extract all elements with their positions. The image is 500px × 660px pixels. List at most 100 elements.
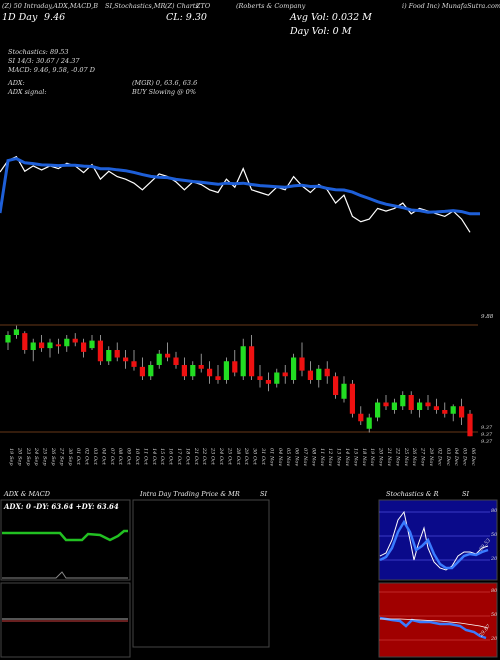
date-tick-label: 14 Nov <box>344 448 350 466</box>
candle-body <box>391 402 397 410</box>
date-tick-label: 13 Nov <box>336 448 342 466</box>
date-tick-label: 04 Oct <box>100 448 106 466</box>
candle-body <box>97 340 103 362</box>
candle-body <box>467 413 473 437</box>
candle-body <box>89 340 95 349</box>
date-tick-label: 30 Sep <box>67 448 73 466</box>
stoch-tick-80: 80 <box>491 508 498 514</box>
date-tick-label: 01 Nov <box>268 448 274 466</box>
candle-body <box>257 376 263 380</box>
moving-average-line <box>0 157 480 216</box>
candle-body <box>299 357 305 371</box>
rsi-tick-20: 20 <box>491 636 498 642</box>
date-tick-label: 30 Oct <box>252 448 258 466</box>
candle-body <box>156 353 162 365</box>
date-tick-label: 08 Oct <box>117 448 123 466</box>
date-tick-label: 29 Oct <box>243 447 249 466</box>
candle-body <box>375 402 381 418</box>
mid-panel-title: Intra Day Trading Price & MR <box>140 490 240 498</box>
date-tick-label: 12 Nov <box>327 448 333 466</box>
date-tick-label: 24 Oct <box>218 447 224 466</box>
mgr-readout: (MGR) 0, 63.6, 63.6 <box>132 79 198 87</box>
header-line3: (Z) Charts <box>165 2 199 10</box>
rsi-tick-80: 80 <box>491 588 498 594</box>
candle-body <box>425 402 431 407</box>
date-tick-label: 17 Oct <box>176 448 182 466</box>
date-tick-label: 08 Nov <box>310 448 316 466</box>
price-line <box>0 155 471 233</box>
candle-body <box>39 342 45 349</box>
date-tick-label: 09 Oct <box>126 448 132 466</box>
candle-body <box>291 357 297 380</box>
left-panel-title: ADX & MACD <box>4 490 50 498</box>
candle-body <box>131 361 137 367</box>
candle-body <box>274 372 280 384</box>
mid-panel-title2: SI <box>260 490 268 498</box>
candle-body <box>55 344 61 347</box>
candle-body <box>442 410 448 414</box>
candle-body <box>190 365 196 377</box>
date-tick-label: 10 Oct <box>134 448 140 466</box>
date-tick-label: 21 Oct <box>193 447 199 466</box>
candle-body <box>198 365 204 369</box>
rsi-line <box>379 616 487 640</box>
candle-body <box>240 346 246 377</box>
adx-signal: ADX signal: <box>8 88 47 96</box>
date-tick-label: 01 Oct <box>75 448 81 466</box>
header-line1: (Z) 50 Intraday,ADX,MACD,B <box>2 2 98 10</box>
header-line2: SI,Stochastics,MR <box>105 2 166 10</box>
candle-body <box>22 333 28 350</box>
candle-body <box>249 346 255 377</box>
date-tick-label: 22 Oct <box>201 447 207 466</box>
date-tick-label: 19 Sep <box>8 448 14 466</box>
right-panel-title2: SI <box>462 490 470 498</box>
stoch-d-line <box>379 519 489 570</box>
adx-baseline <box>2 571 128 579</box>
date-tick-label: 18 Nov <box>361 448 367 466</box>
candle-body <box>265 380 271 384</box>
stochastics-readout: Stochastics: 89.53 <box>8 48 69 56</box>
adx-panel <box>0 499 131 581</box>
stoch-k-line <box>379 510 489 571</box>
date-tick-label: 11 Nov <box>319 448 325 466</box>
rsi-value-label: 29.67 <box>478 623 493 639</box>
date-tick-label: 06 Nov <box>294 448 300 466</box>
candle-body <box>366 417 372 429</box>
date-tick-label: 26 Nov <box>411 447 417 466</box>
price-label-low3: 9.37 <box>481 439 493 445</box>
date-tick-label: 07 Nov <box>302 448 308 466</box>
rsi-ma-line <box>380 618 489 629</box>
date-tick-label: 18 Oct <box>184 448 190 466</box>
price-label-low1: 9.37 <box>481 425 493 431</box>
stoch-tick-50: 50 <box>491 532 498 538</box>
stoch-tick-20: 20 <box>491 556 498 562</box>
adx-panel-readout: ADX: 0 -DY: 63.64 +DY: 63.64 <box>4 502 119 511</box>
date-tick-label: 25 Sep <box>42 447 48 466</box>
header-line5: i) Food Inc) MunafaSutra.com <box>402 2 500 10</box>
candle-body <box>215 376 221 380</box>
candle-body <box>232 361 238 373</box>
intraday-panel <box>132 499 270 648</box>
date-tick-label: 03 Dec <box>445 448 451 466</box>
date-tick-label: 20 Nov <box>378 447 384 466</box>
date-tick-label: 14 Oct <box>151 448 157 466</box>
right-panel-title: Stochastics & R <box>386 490 439 498</box>
day-vol: Day Vol: 0 M <box>290 26 352 37</box>
date-tick-label: 24 Sep <box>33 447 39 466</box>
date-tick-label: 28 Oct <box>235 447 241 466</box>
date-tick-label: 05 Dec <box>462 448 468 466</box>
date-tick-label: 27 Nov <box>420 447 426 466</box>
date-tick-label: 11 Oct <box>142 448 148 466</box>
date-tick-label: 31 Oct <box>260 448 266 466</box>
rsi-tick-50: 50 <box>491 612 498 618</box>
candle-body <box>282 372 288 377</box>
candle-body <box>30 342 36 350</box>
price-label-low2: 9.37 <box>481 432 493 438</box>
candle-body <box>223 361 229 380</box>
candle-body <box>81 342 87 352</box>
candle-body <box>64 338 70 347</box>
candle-body <box>459 406 465 418</box>
candle-body <box>383 402 389 407</box>
candle-body <box>5 335 11 343</box>
date-tick-label: 22 Nov <box>394 447 400 466</box>
